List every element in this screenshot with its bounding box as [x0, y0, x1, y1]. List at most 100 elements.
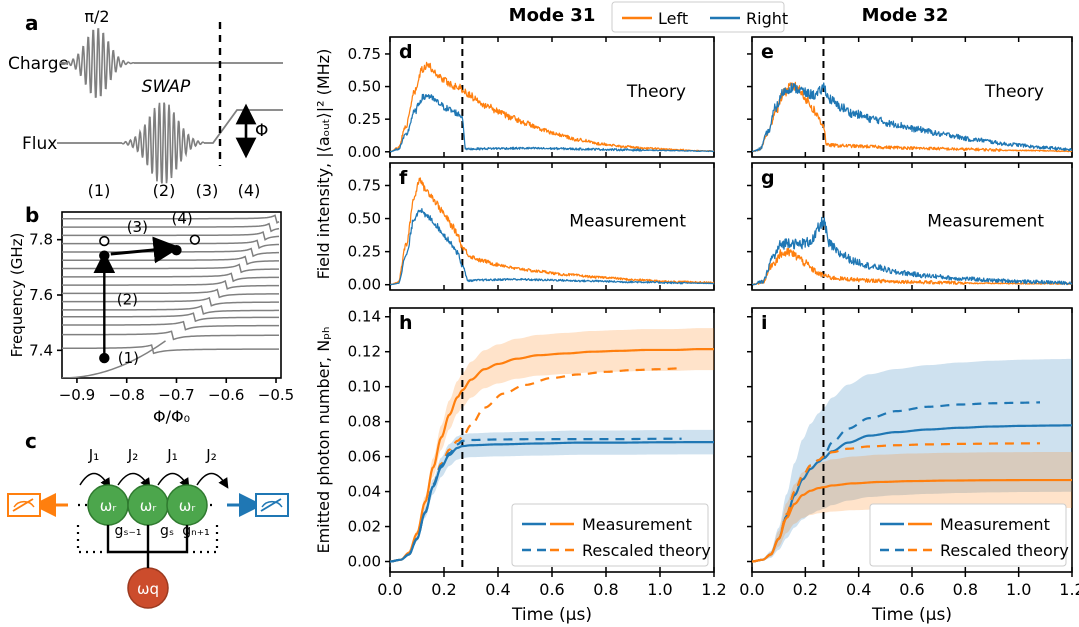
flux-swap-pulse — [121, 102, 205, 184]
panel-e-frame — [751, 36, 1073, 158]
panel-d-ytick-label: 0.00 — [348, 143, 381, 161]
coupling-label-1: J₁ — [88, 446, 99, 464]
coupling-arc-3 — [157, 472, 190, 489]
stage-label-1: (1) — [88, 181, 111, 200]
panel-h-xtick-label: 1.0 — [647, 580, 672, 599]
swap-label: SWAP — [142, 77, 191, 97]
coupling-arc-1 — [79, 472, 111, 489]
panel-b-marker-open-upper-left — [99, 235, 110, 247]
panel-c-label: c — [25, 429, 37, 453]
panel-b-ytick-label: 7.6 — [29, 286, 53, 304]
panel-d-label: d — [399, 41, 413, 63]
left-detector-icon — [7, 493, 41, 517]
panel-f-ytick-label: 0.50 — [348, 210, 381, 228]
energy-level-2 — [62, 320, 280, 331]
flux-ramp — [204, 109, 283, 144]
energy-level-0 — [62, 344, 280, 355]
coupling-label-4: J₂ — [205, 446, 216, 464]
stage-label-4: (4) — [238, 181, 261, 200]
column-title-right: Mode 32 — [862, 5, 949, 26]
panel-i-xtick-label: 0.6 — [899, 580, 924, 599]
panel-b-frame — [61, 211, 282, 379]
panel-f-ytick-label: 0.00 — [348, 276, 381, 294]
panel-d-annotation: Theory — [626, 82, 686, 102]
panel-i-label: i — [761, 312, 768, 334]
charge-pi2-pulse — [61, 28, 135, 98]
panel-b-xtick-label: −0.5 — [258, 386, 294, 404]
panel-a: a Charge Flux π/2 SWAP Φ (1) (2) (3) (4) — [8, 7, 283, 200]
panel-b-ytick-label: 7.4 — [29, 341, 53, 359]
panel-h-xtick-label: 0.0 — [377, 580, 402, 599]
panel-e-plot-area — [752, 37, 1072, 157]
energy-level-15 — [62, 214, 280, 224]
panel-b-ylabel: Frequency (GHz) — [8, 233, 26, 358]
panel-g: g Measurement — [747, 162, 1073, 291]
panel-i-xtick-label: 1.0 — [1006, 580, 1031, 599]
energy-level-8 — [62, 272, 280, 283]
panel-e: e Theory — [747, 36, 1073, 158]
panel-b-marker-filled-upper — [99, 250, 110, 261]
top-legend-box — [611, 1, 785, 33]
energy-level-13 — [62, 231, 280, 241]
panel-h-band-left-measurement — [390, 328, 714, 562]
g-label-1: gₛ₋₁ — [114, 523, 141, 539]
panel-d-ytick-label: 0.50 — [348, 78, 381, 96]
panel-h-xlabel: Time (μs) — [511, 605, 592, 625]
panel-i-legend-label-1: Rescaled theory — [940, 541, 1069, 560]
panel-f-series-right — [390, 208, 714, 286]
pi-over-2-label: π/2 — [84, 7, 109, 26]
panel-b-marker-open-right — [189, 234, 201, 245]
panel-i-series-left-rescaled-theory — [752, 442, 1040, 563]
panel-h-xtick-label: 1.2 — [701, 580, 726, 599]
panel-f-frame — [389, 162, 715, 291]
panel-i-xtick-label: 0.4 — [846, 580, 871, 599]
panel-b-label: b — [25, 203, 39, 227]
panel-i-series-right-measurement — [752, 424, 1072, 563]
panel-e-series-left — [752, 81, 1072, 153]
energy-level-7 — [62, 279, 280, 290]
panel-i-legend-label-0: Measurement — [940, 515, 1050, 534]
panel-i-xtick-label: 0.2 — [793, 580, 818, 599]
panel-b-ytick-label: 7.8 — [29, 231, 53, 249]
energy-level-4 — [62, 304, 280, 315]
panel-h-xtick-label: 0.2 — [431, 580, 456, 599]
intensity-ylabel: Field intensity, |⟨aₒᵤₜ⟩|² (MHz) — [314, 49, 333, 280]
energy-level-5 — [62, 296, 280, 307]
top-legend-label-right: Right — [746, 9, 788, 28]
panel-h-ytick-label: 0.06 — [348, 448, 381, 466]
panel-f-annotation: Measurement — [569, 212, 686, 232]
energy-level-1 — [62, 330, 280, 341]
panel-h-xtick-label: 0.6 — [539, 580, 564, 599]
panel-d-series-right — [390, 93, 714, 153]
panel-b-annotation-1: (1) — [118, 349, 139, 367]
column-title-left: Mode 31 — [509, 5, 596, 26]
panel-e-series-right — [752, 82, 1072, 153]
panel-h: h 0.00 0.02 0.04 0.06 0.08 0.10 0.12 0.14 0.0 0.2 0… — [348, 307, 727, 625]
panel-i: i 0.0 0.2 0.4 0.6 0.8 1.0 1.2 Time (μs) Measureme… — [739, 307, 1079, 625]
shared-axis-labels: Field intensity, |⟨aₒᵤₜ⟩|² (MHz) Emitted … — [314, 49, 333, 554]
coupling-label-3: J₁ — [166, 446, 177, 464]
panel-h-plot-area — [390, 308, 714, 572]
panel-f-plot-area — [390, 163, 714, 290]
panel-i-xtick-label: 0.0 — [739, 580, 764, 599]
stage-label-3: (3) — [196, 181, 219, 200]
qubit-branch — [62, 340, 166, 378]
panel-d-ytick-label: 0.25 — [348, 110, 381, 128]
panel-e-annotation: Theory — [984, 82, 1044, 102]
panel-b: b (1) (2) (3) (4) 7.4 7.6 7.8 −0.9 −0.8 −0.7 −0.6 −0… — [8, 203, 294, 426]
stage-label-2: (2) — [153, 181, 176, 200]
panel-h-legend: Measurement Rescaled theory — [511, 503, 711, 567]
flux-row-label: Flux — [22, 134, 57, 154]
panel-c: c J₁ J₂ J₁ J₂ ωᵣ ωᵣ ωᵣ ωq gₛ₋₁ gₛ gₙ₊₁ — [7, 429, 289, 609]
panel-b-xtick-label: −0.8 — [108, 386, 144, 404]
panel-f-label: f — [399, 167, 408, 189]
qubit-label: ωq — [137, 580, 159, 598]
panel-a-label: a — [25, 11, 39, 35]
panel-h-ytick-label: 0.02 — [348, 518, 381, 536]
energy-level-14 — [62, 222, 280, 233]
panel-h-ytick-label: 0.10 — [348, 378, 381, 396]
energy-level-6 — [62, 288, 280, 299]
coupling-arc-2 — [117, 472, 151, 489]
